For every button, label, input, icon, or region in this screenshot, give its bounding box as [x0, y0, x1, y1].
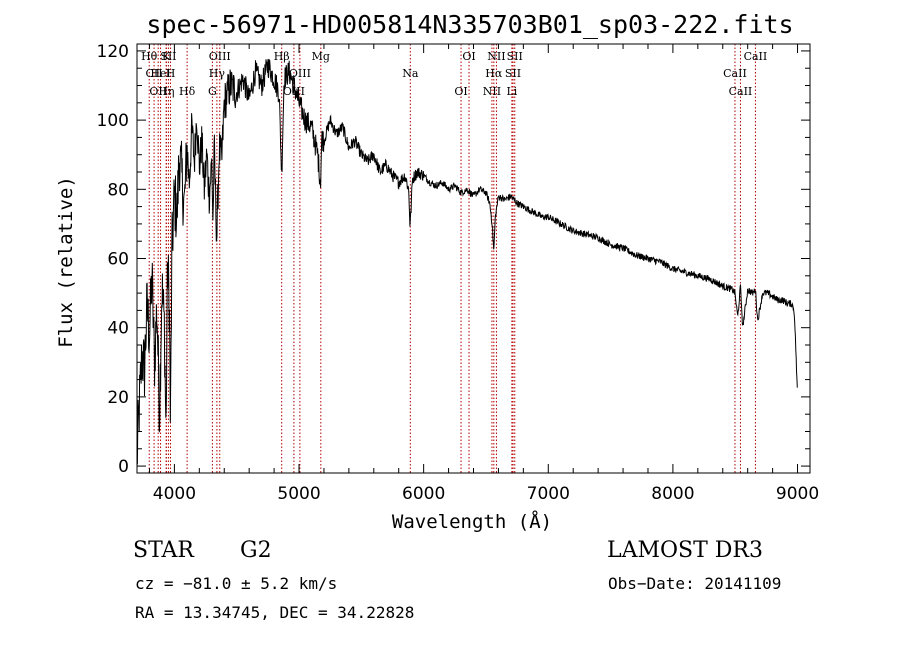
observation-date: Obs−Date: 20141109: [608, 574, 782, 593]
line-label: G: [208, 85, 217, 98]
line-label: HeI: [150, 67, 170, 80]
line-label: NII: [483, 85, 501, 98]
line-label: Hα: [485, 67, 503, 80]
line-label: OI: [462, 50, 475, 63]
x-axis-label: Wavelength (Å): [392, 510, 552, 533]
survey-name: LAMOST DR3: [607, 538, 763, 563]
object-class: STAR: [133, 538, 194, 563]
line-label: CaII: [729, 85, 753, 98]
line-label: H: [166, 67, 176, 80]
line-label: CaII: [744, 50, 768, 63]
x-tick-label: 4000: [153, 484, 196, 504]
line-label: OIII: [283, 85, 305, 98]
line-label: Na: [402, 67, 419, 80]
line-label: SII: [160, 50, 176, 63]
coordinates: RA = 13.34745, DEC = 34.22828: [135, 603, 415, 622]
y-axis-label: Flux (relative): [55, 176, 77, 348]
chart-title: spec-56971-HD005814N335703B01_sp03-222.f…: [146, 10, 793, 39]
x-tick-label: 6000: [402, 484, 445, 504]
x-tick-label: 5000: [277, 484, 320, 504]
redshift-cz: cz = −81.0 ± 5.2 km/s: [135, 574, 338, 593]
line-label: Hδ: [179, 85, 196, 98]
axis-ticks: 4000 5000 6000 7000 8000 9000 0 20 40 60 80 100 120: [97, 42, 820, 504]
line-label: CII: [146, 67, 163, 80]
line-label: OIII: [289, 67, 311, 80]
x-tick-label: 7000: [527, 484, 570, 504]
line-label: Hθ: [141, 50, 158, 63]
line-label: Hβ: [274, 50, 290, 63]
line-label: NII: [487, 50, 505, 63]
y-tick-label: 20: [107, 388, 129, 408]
line-label: Hη: [158, 85, 174, 98]
x-tick-label: 9000: [776, 484, 819, 504]
y-tick-label: 80: [107, 180, 129, 200]
line-label: CaII: [723, 67, 747, 80]
y-tick-label: 100: [97, 111, 129, 131]
line-label: Li: [506, 85, 517, 98]
plot-frame: [136, 43, 811, 474]
x-tick-label: 8000: [651, 484, 694, 504]
line-label: OII: [149, 85, 167, 98]
line-label: Mg: [312, 50, 330, 63]
spectrum-line: [136, 58, 798, 465]
y-tick-label: 0: [118, 457, 129, 477]
y-tick-label: 40: [107, 319, 129, 339]
line-label: K: [162, 50, 171, 63]
line-label: OI: [454, 85, 467, 98]
y-tick-label: 120: [97, 42, 129, 62]
spectral-line-labels: HθCIIOIIKHeIHηSIIHHδOIIIHγGHβOIIIOIIIMgN…: [141, 50, 767, 98]
line-label: Hγ: [209, 67, 226, 80]
y-tick-label: 60: [107, 250, 129, 270]
line-label: SII: [507, 50, 523, 63]
line-label: OIII: [209, 50, 231, 63]
spectral-subclass: G2: [240, 538, 272, 563]
spectral-line-markers: [148, 44, 756, 473]
line-label: SII: [505, 67, 521, 80]
